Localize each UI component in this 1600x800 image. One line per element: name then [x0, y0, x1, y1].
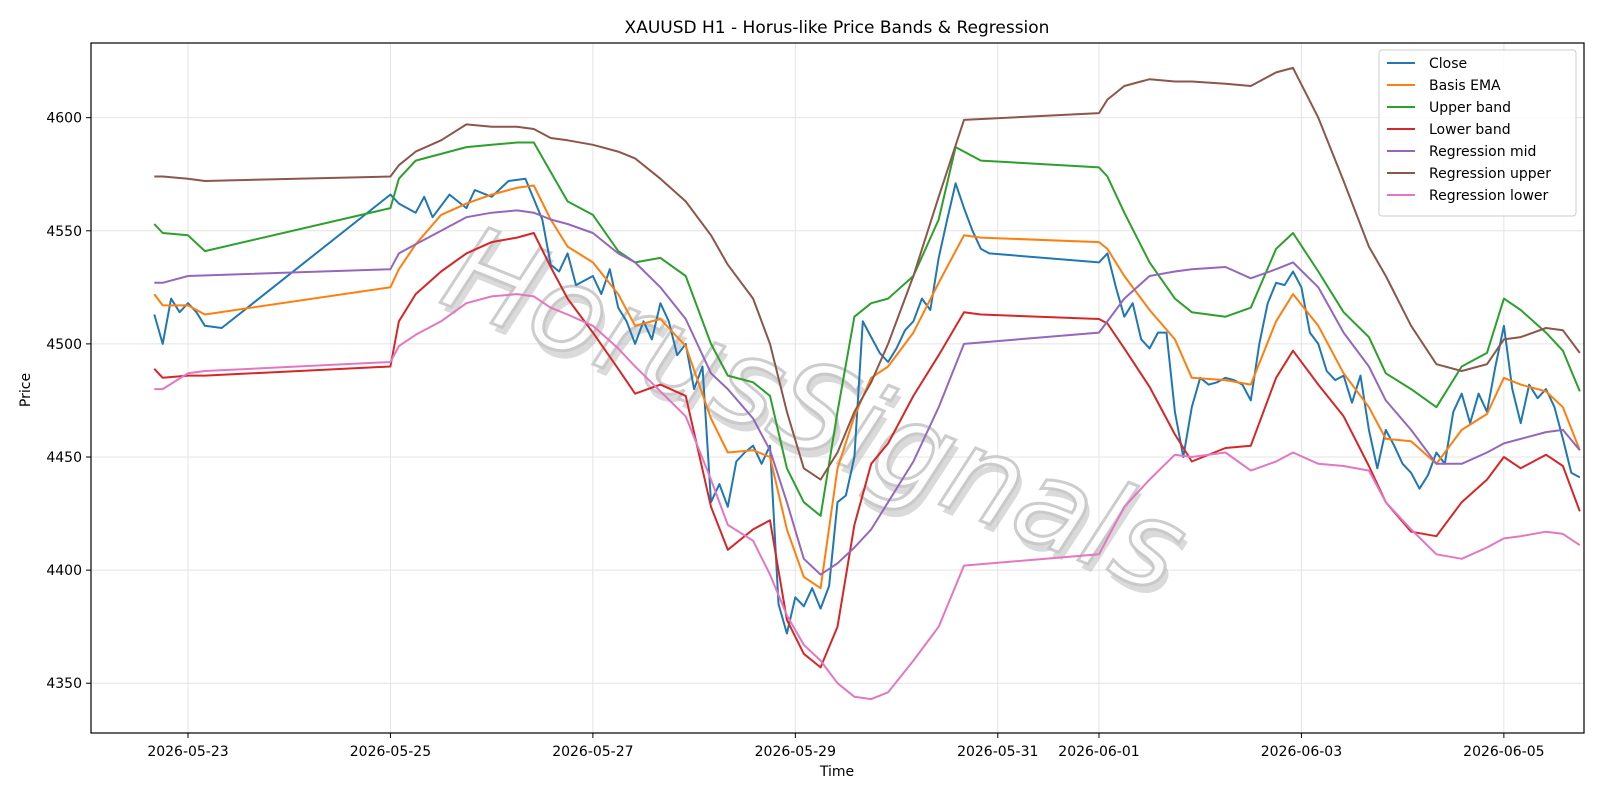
legend: Close Basis EMA Upper band Lower band Regres…	[1378, 49, 1577, 217]
x-tick-label: 2026-05-29	[755, 744, 836, 760]
x-tick-label: 2026-05-31	[957, 744, 1038, 760]
legend-box	[1378, 49, 1577, 217]
y-tick-label: 4450	[46, 450, 82, 466]
x-axis-ticks: 2026-05-23 2026-05-25 2026-05-27 2026-05-29…	[147, 733, 1545, 760]
y-tick-label: 4400	[46, 563, 82, 579]
x-tick-label: 2026-06-03	[1261, 744, 1342, 760]
x-tick-label: 2026-06-01	[1058, 744, 1139, 760]
series-line-basis-ema	[153, 184, 1581, 590]
series-line-upper-band	[153, 141, 1581, 517]
x-tick-label: 2026-05-27	[552, 744, 633, 760]
legend-label-upper-band: Upper band	[1429, 100, 1511, 116]
gridlines	[91, 43, 1584, 733]
x-axis-label: Time	[819, 764, 854, 780]
y-tick-label: 4500	[46, 337, 82, 353]
plot-frame	[90, 42, 1585, 734]
legend-label-basis-ema: Basis EMA	[1429, 78, 1501, 94]
series-line-regression-lower	[154, 293, 1581, 701]
legend-label-regression-upper: Regression upper	[1429, 166, 1551, 182]
series-line-regression-upper	[154, 66, 1581, 481]
series-lines	[153, 66, 1581, 701]
y-axis-label: Price	[18, 373, 34, 407]
legend-label-regression-lower: Regression lower	[1429, 188, 1549, 204]
y-tick-label: 4350	[46, 676, 82, 692]
x-tick-label: 2026-05-23	[147, 744, 228, 760]
y-tick-label: 4550	[46, 224, 82, 240]
x-tick-label: 2026-05-25	[350, 744, 431, 760]
legend-label-close: Close	[1429, 56, 1467, 72]
y-tick-label: 4600	[46, 111, 82, 127]
series-line-regression-mid	[154, 209, 1581, 576]
chart-title: XAUUSD H1 - Horus-like Price Bands & Reg…	[625, 18, 1050, 38]
x-tick-label: 2026-06-05	[1463, 744, 1544, 760]
y-axis-ticks: 4350 4400 4450 4500 4550 4600	[46, 111, 91, 692]
legend-label-regression-mid: Regression mid	[1429, 144, 1536, 160]
series-line-close	[153, 177, 1581, 635]
legend-label-lower-band: Lower band	[1429, 122, 1511, 138]
